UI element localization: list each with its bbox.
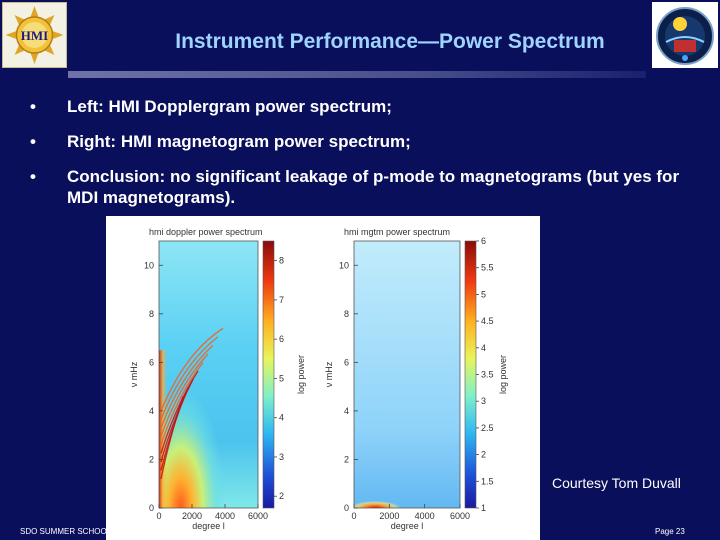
colorbar-tick-label: 6 [279,334,284,344]
colorbar-tick-label: 7 [279,295,284,305]
x-tick-label: 6000 [248,511,268,521]
heatmap-panel-2: hmi mgtm power spectrum 0 2 4 6 8 10 0 2000 4000 6… [324,227,508,531]
y-tick-label: 2 [344,454,349,464]
plot-frame [353,240,461,509]
y-tick-label: 4 [149,406,154,416]
y-tick-label: 8 [344,309,349,319]
colorbar-tick-label: 5 [481,289,486,299]
y-tick-label: 10 [339,260,349,270]
plot-title: hmi mgtm power spectrum [344,227,450,237]
y-tick-label: 0 [344,503,349,513]
y-tick-label: 0 [149,503,154,513]
y-tick-label: 6 [344,357,349,367]
courtesy-credit: Courtesy Tom Duvall [552,475,681,491]
colorbar-tick-label: 2 [279,491,284,501]
power-spectrum-figure: hmi doppler power spectrum 0 2 4 6 8 10 0 2000 40… [106,216,540,540]
title-underline [68,71,646,78]
colorbar-tick-label: 3.5 [481,370,494,380]
bullet-text: Left: HMI Dopplergram power spectrum; [67,97,392,116]
colorbar-tick-label: 2.5 [481,423,494,433]
footer-school-name: SDO SUMMER SCHOO [20,527,107,536]
y-axis-label: ν mHz [129,361,139,387]
colorbar-tick-label: 1 [481,503,486,513]
x-axis-label: degree l [192,521,225,531]
page-number: Page 23 [655,527,685,536]
y-axis-label: ν mHz [324,361,334,387]
p-mode-ridge [160,344,214,429]
bullet-marker: • [30,132,36,151]
x-tick-label: 0 [156,511,161,521]
colorbar-label: log power [498,355,508,394]
hmi-logo: HMI [2,2,67,68]
bullet-list: • Left: HMI Dopplergram power spectrum; •… [30,96,700,222]
bullet-text: Conclusion: no significant leakage of p-… [67,167,680,207]
x-tick-label: 4000 [215,511,235,521]
colorbar-tick-label: 5 [279,373,284,383]
heatmap-panel-1: hmi doppler power spectrum 0 2 4 6 8 10 0 2000 40… [129,227,306,531]
x-tick-label: 2000 [379,511,399,521]
heatmap-field [354,241,460,508]
x-tick-label: 0 [351,511,356,521]
colorbar-tick-label: 2 [481,450,486,460]
y-tick-label: 2 [149,454,154,464]
colorbar [464,240,477,509]
colorbar-tick-label: 5.5 [481,263,494,273]
colorbar-tick-label: 4 [279,413,284,423]
y-tick-label: 4 [344,406,349,416]
colorbar-tick-label: 6 [481,236,486,246]
p-mode-ridge [160,327,224,412]
colorbar-tick-label: 1.5 [481,476,494,486]
p-mode-ridge [160,336,219,420]
colorbar-tick-label: 4 [481,343,486,353]
colorbar [262,240,275,509]
p-mode-ridge [160,361,204,446]
colorbar-tick-label: 8 [279,256,284,266]
y-tick-label: 8 [149,309,154,319]
bullet-item: • Conclusion: no significant leakage of p… [30,166,700,208]
y-tick-label: 10 [144,260,154,270]
p-mode-ridge [160,370,199,454]
colorbar-tick-label: 3 [481,396,486,406]
colorbar-tick-label: 4.5 [481,316,494,326]
svg-text:HMI: HMI [21,28,48,43]
colorbar-tick-label: 3 [279,452,284,462]
plot-title: hmi doppler power spectrum [149,227,263,237]
y-tick-label: 6 [149,357,154,367]
bullet-marker: • [30,97,36,116]
plot-frame [158,240,259,509]
bullet-marker: • [30,167,36,186]
x-tick-label: 4000 [415,511,435,521]
p-mode-ridge [160,353,209,437]
x-tick-label: 2000 [182,511,202,521]
sdo-mission-logo [652,2,718,68]
bullet-text: Right: HMI magnetogram power spectrum; [67,132,411,151]
slide-title: Instrument Performance—Power Spectrum [175,30,605,53]
low-frequency-power-region [159,241,258,508]
bullet-item: • Right: HMI magnetogram power spectrum; [30,131,700,152]
x-tick-label: 6000 [450,511,470,521]
low-frequency-power-region [354,478,460,508]
x-axis-label: degree l [391,521,424,531]
bullet-item: • Left: HMI Dopplergram power spectrum; [30,96,700,117]
colorbar-label: log power [296,355,306,394]
